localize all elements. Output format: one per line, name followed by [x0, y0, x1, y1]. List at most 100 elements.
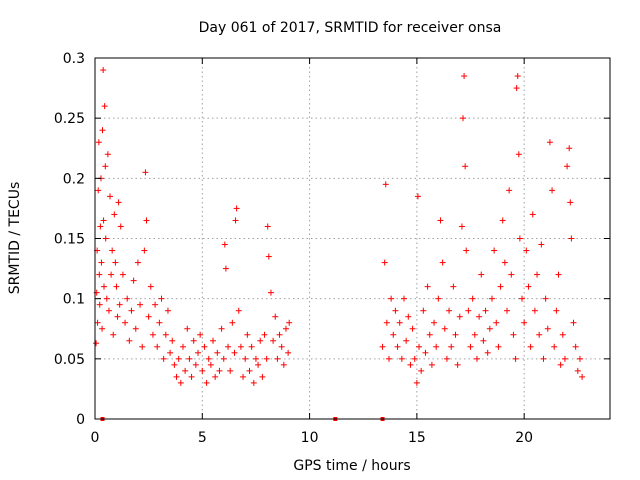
- data-point: [555, 271, 562, 278]
- data-point: [221, 241, 228, 248]
- data-point: [574, 367, 581, 374]
- data-point: [278, 343, 285, 350]
- data-point: [409, 325, 416, 332]
- data-point: [99, 325, 106, 332]
- data-point: [240, 373, 247, 380]
- data-point: [454, 361, 461, 368]
- data-point: [145, 313, 152, 320]
- data-point: [252, 355, 259, 362]
- data-point: [231, 349, 238, 356]
- data-point: [101, 103, 108, 110]
- data-point: [205, 355, 212, 362]
- data-point: [102, 163, 109, 170]
- y-tick-label: 0: [76, 412, 85, 428]
- data-point: [139, 343, 146, 350]
- data-point: [463, 247, 470, 254]
- x-tick-label: 10: [301, 430, 319, 446]
- data-point: [529, 211, 536, 218]
- data-point: [107, 193, 114, 200]
- data-point: [112, 259, 119, 266]
- data-point: [152, 301, 159, 308]
- y-tick-label: 0.1: [63, 292, 85, 308]
- data-point: [521, 319, 528, 326]
- data-point: [282, 325, 289, 332]
- data-point: [465, 307, 472, 314]
- data-point: [488, 295, 495, 302]
- x-tick-label: 5: [198, 430, 207, 446]
- data-point: [130, 277, 137, 284]
- data-point: [564, 163, 571, 170]
- data-point: [195, 349, 201, 356]
- data-point: [519, 295, 526, 302]
- data-point: [381, 259, 388, 266]
- x-axis-label: GPS time / hours: [293, 458, 410, 474]
- data-point: [188, 373, 195, 380]
- data-point: [544, 325, 551, 332]
- data-point: [461, 73, 468, 80]
- x-tick-label: 15: [408, 430, 426, 446]
- data-point: [201, 343, 208, 350]
- data-point: [246, 367, 253, 374]
- data-point: [233, 205, 240, 212]
- data-point: [407, 361, 414, 368]
- data-point: [534, 271, 541, 278]
- x-tick-label: 20: [515, 430, 533, 446]
- data-point: [186, 355, 193, 362]
- data-point: [493, 319, 500, 326]
- data-point: [480, 337, 487, 344]
- data-point: [142, 169, 149, 176]
- data-point: [504, 307, 510, 314]
- data-point: [227, 367, 234, 374]
- data-point: [192, 361, 199, 368]
- data-point: [392, 307, 399, 314]
- data-point: [109, 247, 116, 254]
- data-point: [132, 325, 139, 332]
- data-point: [175, 355, 182, 362]
- data-point: [525, 283, 532, 290]
- data-point: [515, 151, 522, 158]
- data-point: [499, 217, 506, 224]
- data-point: [147, 283, 154, 290]
- data-point: [214, 349, 221, 356]
- data-point: [456, 313, 463, 320]
- data-point: [122, 319, 129, 326]
- data-point: [261, 331, 268, 338]
- data-point: [101, 283, 108, 290]
- data-point: [104, 151, 111, 158]
- x-tick-label: 0: [91, 430, 100, 446]
- data-point: [559, 331, 566, 338]
- data-point: [382, 181, 389, 188]
- data-point: [495, 343, 502, 350]
- data-point: [576, 355, 583, 362]
- data-point: [420, 307, 427, 314]
- data-point: [113, 283, 120, 290]
- data-point: [210, 337, 217, 344]
- y-axis-label: SRMTID / TECUs: [7, 182, 23, 295]
- data-point: [103, 295, 110, 302]
- data-point: [98, 259, 105, 266]
- data-point: [137, 301, 144, 308]
- data-point: [523, 247, 530, 254]
- data-point: [478, 271, 485, 278]
- data-point: [162, 331, 169, 338]
- data-point: [426, 331, 433, 338]
- data-point: [501, 259, 508, 266]
- data-point: [220, 355, 227, 362]
- data-point: [270, 337, 277, 344]
- data-point: [401, 295, 407, 302]
- y-tick-label: 0.2: [63, 171, 85, 187]
- data-point: [471, 331, 478, 338]
- data-point: [473, 355, 480, 362]
- data-point: [538, 241, 545, 248]
- data-point: [542, 295, 549, 302]
- data-point: [413, 379, 420, 386]
- data-point: [437, 217, 444, 224]
- data-point: [486, 325, 493, 332]
- data-point: [506, 187, 513, 194]
- data-point: [443, 355, 450, 362]
- data-point: [431, 319, 438, 326]
- data-point: [207, 361, 214, 368]
- data-point: [263, 355, 270, 362]
- data-point: [428, 361, 435, 368]
- data-point: [531, 307, 538, 314]
